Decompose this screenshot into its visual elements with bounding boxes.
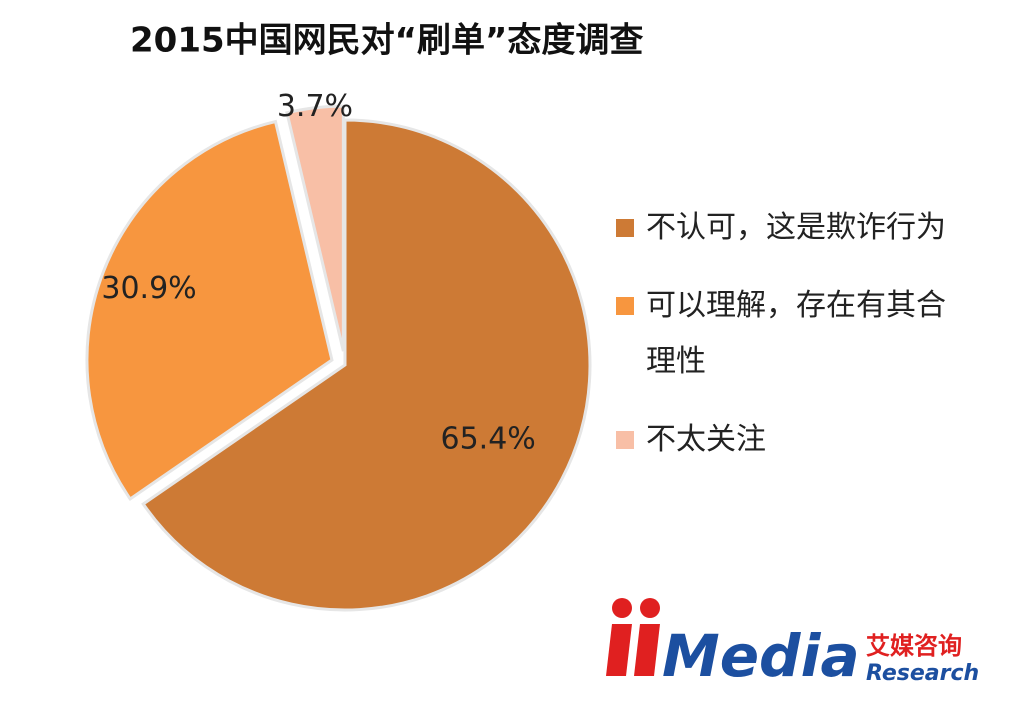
legend-label: 可以理解，存在有其合理性 <box>646 288 946 379</box>
value-label: 30.9% <box>101 271 196 306</box>
pie-slice <box>141 118 592 612</box>
logo-dot <box>640 598 660 618</box>
logo: Media 艾媒咨询 Research <box>606 598 979 690</box>
chart-title: 2015中国网民对“刷单”态度调查 <box>130 21 643 61</box>
pie-slice <box>285 104 345 352</box>
logo-cn: 艾媒咨询 <box>866 632 962 660</box>
value-label: 65.4% <box>440 422 535 457</box>
logo-en: Research <box>866 661 979 686</box>
legend-item: 不认可，这是欺诈行为 <box>616 200 956 256</box>
legend-swatch <box>616 431 634 449</box>
pie-slice <box>85 119 334 502</box>
legend-label: 不太关注 <box>646 422 766 457</box>
legend: 不认可，这是欺诈行为可以理解，存在有其合理性不太关注 <box>616 200 956 468</box>
legend-item: 不太关注 <box>616 412 956 468</box>
value-label: 3.7% <box>277 89 353 124</box>
legend-item: 可以理解，存在有其合理性 <box>616 278 956 390</box>
legend-label: 不认可，这是欺诈行为 <box>646 210 946 245</box>
legend-swatch <box>616 219 634 237</box>
logo-dot <box>612 598 632 618</box>
legend-swatch <box>616 297 634 315</box>
logo-figure <box>634 624 660 676</box>
logo-figure <box>606 624 632 676</box>
logo-name: Media <box>662 622 860 690</box>
